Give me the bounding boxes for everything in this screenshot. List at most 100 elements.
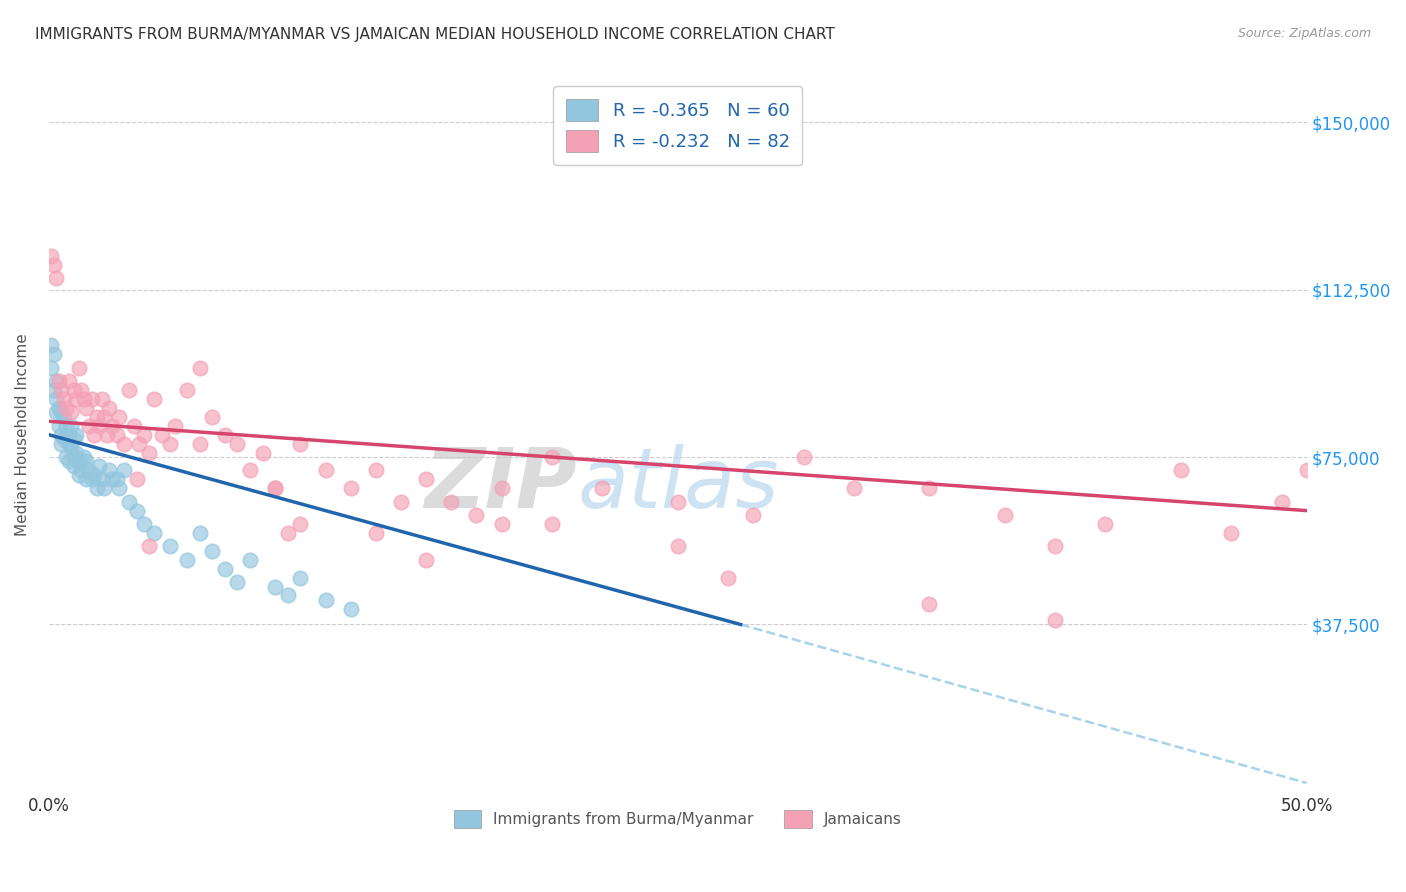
Point bbox=[440, 494, 463, 508]
Point bbox=[60, 405, 83, 419]
Point bbox=[58, 454, 80, 468]
Point bbox=[226, 575, 249, 590]
Text: ZIP: ZIP bbox=[425, 444, 576, 525]
Point bbox=[118, 383, 141, 397]
Point bbox=[188, 436, 211, 450]
Point bbox=[176, 383, 198, 397]
Point bbox=[159, 436, 181, 450]
Point bbox=[76, 454, 98, 468]
Point bbox=[465, 508, 488, 522]
Point bbox=[226, 436, 249, 450]
Point bbox=[100, 418, 122, 433]
Point bbox=[98, 401, 121, 415]
Point bbox=[994, 508, 1017, 522]
Point bbox=[124, 418, 146, 433]
Point bbox=[1043, 613, 1066, 627]
Point bbox=[541, 516, 564, 531]
Point bbox=[51, 436, 73, 450]
Point bbox=[717, 571, 740, 585]
Point bbox=[214, 562, 236, 576]
Point bbox=[415, 553, 437, 567]
Point bbox=[252, 445, 274, 459]
Point bbox=[48, 401, 70, 415]
Point bbox=[83, 427, 105, 442]
Point bbox=[742, 508, 765, 522]
Point bbox=[77, 418, 100, 433]
Point bbox=[42, 258, 65, 272]
Point bbox=[134, 516, 156, 531]
Point bbox=[842, 481, 865, 495]
Point bbox=[70, 463, 93, 477]
Point bbox=[90, 392, 112, 406]
Point bbox=[541, 450, 564, 464]
Point bbox=[339, 481, 361, 495]
Point bbox=[73, 450, 96, 464]
Point bbox=[67, 360, 90, 375]
Point bbox=[143, 525, 166, 540]
Point bbox=[201, 543, 224, 558]
Point bbox=[125, 472, 148, 486]
Point bbox=[48, 418, 70, 433]
Point bbox=[55, 450, 77, 464]
Point bbox=[96, 427, 118, 442]
Point bbox=[793, 450, 815, 464]
Point bbox=[70, 383, 93, 397]
Point bbox=[491, 481, 513, 495]
Point bbox=[100, 472, 122, 486]
Point bbox=[80, 472, 103, 486]
Point bbox=[51, 427, 73, 442]
Point bbox=[1094, 516, 1116, 531]
Point bbox=[45, 405, 67, 419]
Point bbox=[51, 383, 73, 397]
Point bbox=[73, 392, 96, 406]
Point bbox=[1295, 463, 1317, 477]
Point bbox=[201, 409, 224, 424]
Point bbox=[93, 481, 115, 495]
Point bbox=[63, 432, 86, 446]
Point bbox=[1271, 494, 1294, 508]
Point bbox=[60, 418, 83, 433]
Point bbox=[188, 525, 211, 540]
Point bbox=[591, 481, 613, 495]
Point bbox=[339, 602, 361, 616]
Point bbox=[666, 539, 689, 553]
Point bbox=[105, 427, 128, 442]
Point bbox=[65, 427, 87, 442]
Point bbox=[364, 525, 387, 540]
Point bbox=[491, 516, 513, 531]
Point bbox=[159, 539, 181, 553]
Text: IMMIGRANTS FROM BURMA/MYANMAR VS JAMAICAN MEDIAN HOUSEHOLD INCOME CORRELATION CH: IMMIGRANTS FROM BURMA/MYANMAR VS JAMAICA… bbox=[35, 27, 835, 42]
Point bbox=[239, 463, 262, 477]
Point bbox=[90, 472, 112, 486]
Point bbox=[239, 553, 262, 567]
Point bbox=[290, 516, 312, 531]
Point bbox=[87, 458, 110, 473]
Point bbox=[76, 472, 98, 486]
Point bbox=[105, 472, 128, 486]
Point bbox=[52, 432, 75, 446]
Point bbox=[138, 445, 160, 459]
Point bbox=[277, 589, 299, 603]
Point bbox=[65, 445, 87, 459]
Point bbox=[77, 463, 100, 477]
Point bbox=[176, 553, 198, 567]
Point bbox=[290, 571, 312, 585]
Point bbox=[918, 481, 941, 495]
Point bbox=[86, 481, 108, 495]
Point bbox=[42, 347, 65, 361]
Point bbox=[58, 374, 80, 388]
Point bbox=[58, 436, 80, 450]
Point bbox=[48, 374, 70, 388]
Point bbox=[112, 436, 135, 450]
Point bbox=[134, 427, 156, 442]
Point bbox=[63, 458, 86, 473]
Point bbox=[45, 271, 67, 285]
Point bbox=[45, 374, 67, 388]
Point bbox=[52, 392, 75, 406]
Point bbox=[98, 463, 121, 477]
Point bbox=[51, 405, 73, 419]
Point bbox=[1170, 463, 1192, 477]
Text: atlas: atlas bbox=[576, 444, 779, 525]
Point bbox=[138, 539, 160, 553]
Point bbox=[39, 338, 62, 352]
